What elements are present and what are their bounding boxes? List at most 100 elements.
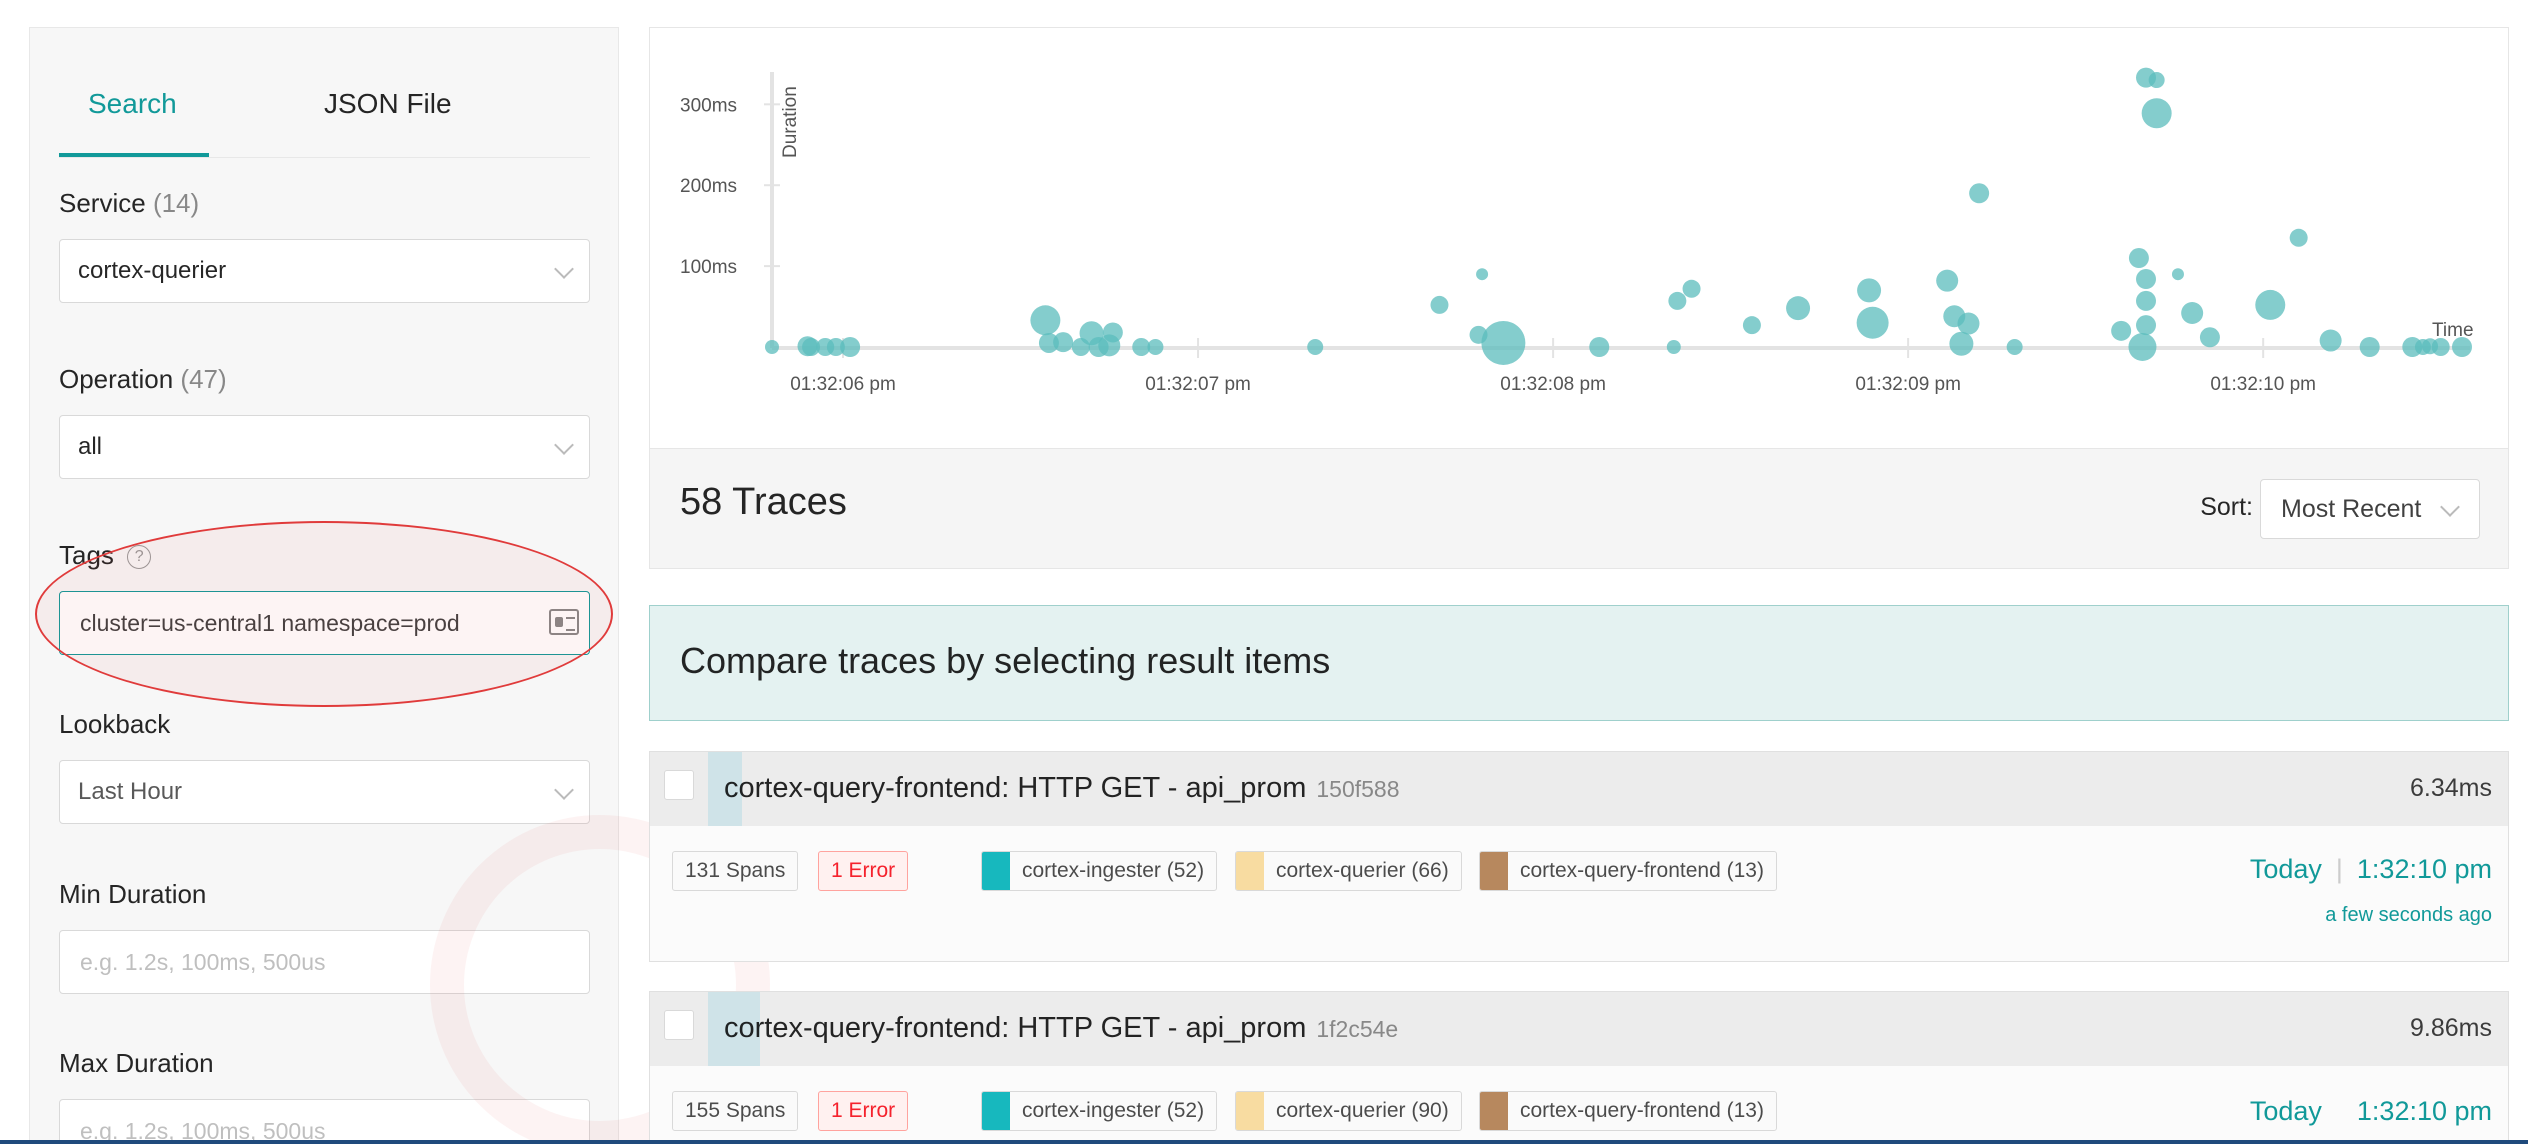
trace-point bbox=[1682, 279, 1701, 298]
trace-date: Today bbox=[2249, 854, 2322, 884]
service-count: (14) bbox=[152, 188, 200, 218]
trace-title-text: cortex-query-frontend: HTTP GET - api_pr… bbox=[724, 772, 1307, 804]
sort-value: Most Recent bbox=[2281, 495, 2422, 523]
max-duration-label: Max Duration bbox=[59, 1048, 214, 1078]
compare-banner-text: Compare traces by selecting result items bbox=[680, 640, 1331, 681]
service-tag-label: cortex-query-frontend (13) bbox=[1520, 859, 1764, 882]
trace-title[interactable]: cortex-query-frontend: HTTP GET - api_pr… bbox=[724, 1012, 1398, 1045]
trace-point bbox=[2128, 248, 2149, 269]
trace-relative-time: a few seconds ago bbox=[2325, 904, 2492, 926]
y-axis-label: Duration bbox=[780, 86, 801, 158]
service-tag-label: cortex-ingester (52) bbox=[1022, 859, 1205, 882]
duration-bar bbox=[708, 752, 742, 826]
service-tag-label: cortex-ingester (52) bbox=[1022, 1099, 1205, 1122]
y-tick-label: 300ms bbox=[680, 95, 737, 116]
trace-point bbox=[2289, 228, 2308, 247]
y-tick-label: 100ms bbox=[680, 257, 737, 278]
trace-point bbox=[1038, 332, 1059, 353]
service-color-swatch bbox=[1236, 1092, 1264, 1130]
trace-title[interactable]: cortex-query-frontend: HTTP GET - api_pr… bbox=[724, 772, 1400, 805]
tab-search[interactable]: Search bbox=[88, 88, 177, 119]
trace-point bbox=[2431, 338, 2450, 356]
service-tag: cortex-query-frontend (13) bbox=[1479, 851, 1777, 891]
tags-label-text: Tags bbox=[59, 540, 114, 570]
trace-point bbox=[826, 338, 845, 356]
service-tag-label: cortex-querier (90) bbox=[1276, 1099, 1449, 1122]
trace-point bbox=[2136, 290, 2157, 311]
trace-date: Today bbox=[2249, 1096, 2322, 1126]
traces-count: 58 Traces bbox=[680, 481, 847, 523]
trace-point bbox=[1589, 337, 1610, 357]
logfmt-card-icon[interactable] bbox=[549, 609, 579, 635]
trace-point bbox=[2452, 337, 2472, 357]
search-tabs: Search JSON File bbox=[59, 28, 590, 158]
service-color-swatch bbox=[982, 852, 1010, 890]
trace-point bbox=[2359, 337, 2380, 357]
x-axis-label: Time bbox=[2432, 320, 2474, 341]
trace-point bbox=[1132, 338, 1151, 356]
x-tick-label: 01:32:08 pm bbox=[1500, 374, 1606, 395]
trace-point bbox=[2199, 327, 2220, 348]
trace-point bbox=[2136, 269, 2157, 290]
service-label-text: Service bbox=[59, 188, 146, 218]
trace-point bbox=[1307, 339, 1324, 355]
operation-select[interactable]: all bbox=[59, 415, 590, 479]
trace-item[interactable]: cortex-query-frontend: HTTP GET - api_pr… bbox=[649, 991, 2509, 1144]
service-color-swatch bbox=[1480, 1092, 1508, 1130]
chevron-down-icon bbox=[2440, 497, 2460, 517]
trace-point bbox=[840, 337, 861, 357]
service-tag: cortex-ingester (52) bbox=[981, 851, 1218, 891]
trace-point bbox=[2148, 72, 2165, 89]
lookback-label: Lookback bbox=[59, 709, 171, 739]
service-tag: cortex-ingester (52) bbox=[981, 1091, 1218, 1131]
service-color-swatch bbox=[1236, 852, 1264, 890]
compare-checkbox[interactable] bbox=[664, 770, 694, 800]
trace-header[interactable]: cortex-query-frontend: HTTP GET - api_pr… bbox=[650, 752, 2508, 826]
lookback-select[interactable]: Last Hour bbox=[59, 760, 590, 824]
duration-bar bbox=[708, 992, 760, 1066]
trace-point bbox=[1949, 331, 1974, 356]
trace-point bbox=[1786, 296, 1811, 321]
trace-point bbox=[765, 340, 779, 354]
trace-time: 1:32:10 pm bbox=[2356, 854, 2492, 884]
error-count-tag: 1 Error bbox=[818, 851, 909, 891]
trace-point bbox=[2128, 333, 2157, 361]
trace-point bbox=[2255, 289, 2286, 320]
service-select[interactable]: cortex-querier bbox=[59, 239, 590, 303]
trace-title-text: cortex-query-frontend: HTTP GET - api_pr… bbox=[724, 1012, 1307, 1044]
trace-point bbox=[2181, 302, 2204, 325]
service-label: Service (14) bbox=[59, 188, 199, 219]
service-color-swatch bbox=[982, 1092, 1010, 1130]
trace-point bbox=[1666, 340, 1681, 354]
active-tab-indicator bbox=[59, 153, 209, 157]
tags-label: Tags ? bbox=[59, 540, 152, 571]
error-count-tag: 1 Error bbox=[818, 1091, 909, 1131]
trace-header[interactable]: cortex-query-frontend: HTTP GET - api_pr… bbox=[650, 992, 2508, 1066]
trace-point bbox=[1936, 269, 1959, 292]
trace-timestamp: Today|1:32:10 pm bbox=[2250, 1096, 2492, 1127]
scatter-plot-panel: 100ms 200ms 300ms 01:32:06 pm 01:32:07 pm 01:… bbox=[649, 27, 2509, 449]
operation-value: all bbox=[78, 433, 103, 460]
service-tag: cortex-querier (66) bbox=[1235, 851, 1462, 891]
max-duration-input[interactable] bbox=[59, 1099, 590, 1144]
trace-point bbox=[2319, 329, 2342, 352]
tab-json-file[interactable]: JSON File bbox=[324, 88, 452, 119]
trace-timestamp: Today|1:32:10 pm bbox=[2249, 854, 2492, 884]
trace-point bbox=[1969, 183, 1990, 204]
x-tick-label: 01:32:07 pm bbox=[1145, 374, 1251, 395]
service-tag: cortex-query-frontend (13) bbox=[1479, 1091, 1777, 1131]
min-duration-input[interactable] bbox=[59, 930, 590, 994]
duration-scatter-plot[interactable]: 100ms 200ms 300ms 01:32:06 pm 01:32:07 pm 01:… bbox=[650, 28, 2508, 448]
service-tag-label: cortex-query-frontend (13) bbox=[1520, 1099, 1764, 1122]
search-panel: Search JSON File Service (14) cortex-que… bbox=[29, 27, 619, 1144]
compare-checkbox[interactable] bbox=[664, 1010, 694, 1040]
trace-item[interactable]: cortex-query-frontend: HTTP GET - api_pr… bbox=[649, 751, 2509, 962]
trace-point bbox=[2136, 315, 2157, 336]
tags-input[interactable] bbox=[59, 591, 590, 655]
operation-label: Operation (47) bbox=[59, 364, 227, 395]
x-tick-label: 01:32:10 pm bbox=[2210, 374, 2316, 395]
x-tick-label: 01:32:06 pm bbox=[790, 374, 896, 395]
service-tag-label: cortex-querier (66) bbox=[1276, 859, 1449, 882]
sort-select[interactable]: Most Recent bbox=[2260, 479, 2480, 539]
help-icon[interactable]: ? bbox=[127, 545, 152, 570]
